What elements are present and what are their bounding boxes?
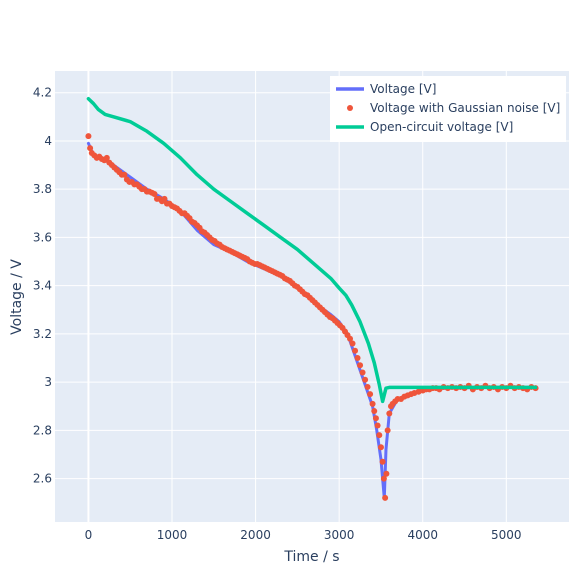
x-tick-label: 2000: [240, 528, 271, 542]
data-point: [385, 427, 391, 433]
data-point: [373, 415, 379, 421]
data-point: [352, 348, 358, 354]
data-point: [371, 408, 377, 414]
data-point: [378, 444, 384, 450]
data-point: [383, 471, 389, 477]
x-tick-label: 5000: [491, 528, 522, 542]
legend[interactable]: Voltage [V] Voltage with Gaussian noise […: [330, 76, 566, 142]
data-point: [382, 495, 388, 501]
legend-label: Open-circuit voltage [V]: [370, 120, 513, 134]
y-tick-label: 3.8: [33, 182, 52, 196]
data-point: [357, 362, 363, 368]
x-tick-label: 3000: [324, 528, 355, 542]
data-point: [365, 384, 371, 390]
y-tick-label: 4: [44, 134, 52, 148]
y-tick-label: 3: [44, 375, 52, 389]
y-tick-label: 3.4: [33, 279, 52, 293]
data-point: [362, 377, 368, 383]
legend-label: Voltage with Gaussian noise [V]: [370, 101, 560, 115]
x-tick-label: 1000: [157, 528, 188, 542]
data-point: [350, 341, 356, 347]
data-point: [360, 369, 366, 375]
data-point: [355, 355, 361, 361]
x-tick-label: 4000: [407, 528, 438, 542]
y-tick-label: 2.6: [33, 472, 52, 486]
x-axis-title: Time / s: [283, 549, 339, 565]
x-tick-label: 0: [85, 528, 93, 542]
data-point: [386, 410, 392, 416]
y-axis-title: Voltage / V: [9, 259, 25, 335]
data-point: [370, 401, 376, 407]
data-point: [376, 432, 382, 438]
legend-marker-swatch: [347, 105, 353, 111]
legend-item-1[interactable]: Voltage with Gaussian noise [V]: [347, 101, 560, 115]
legend-label: Voltage [V]: [370, 82, 436, 96]
y-tick-label: 3.2: [33, 327, 52, 341]
data-point: [85, 133, 91, 139]
data-point: [380, 459, 386, 465]
data-point: [367, 391, 373, 397]
y-tick-label: 3.6: [33, 230, 52, 244]
y-tick-label: 4.2: [33, 86, 52, 100]
y-tick-label: 2.8: [33, 423, 52, 437]
data-point: [375, 423, 381, 429]
